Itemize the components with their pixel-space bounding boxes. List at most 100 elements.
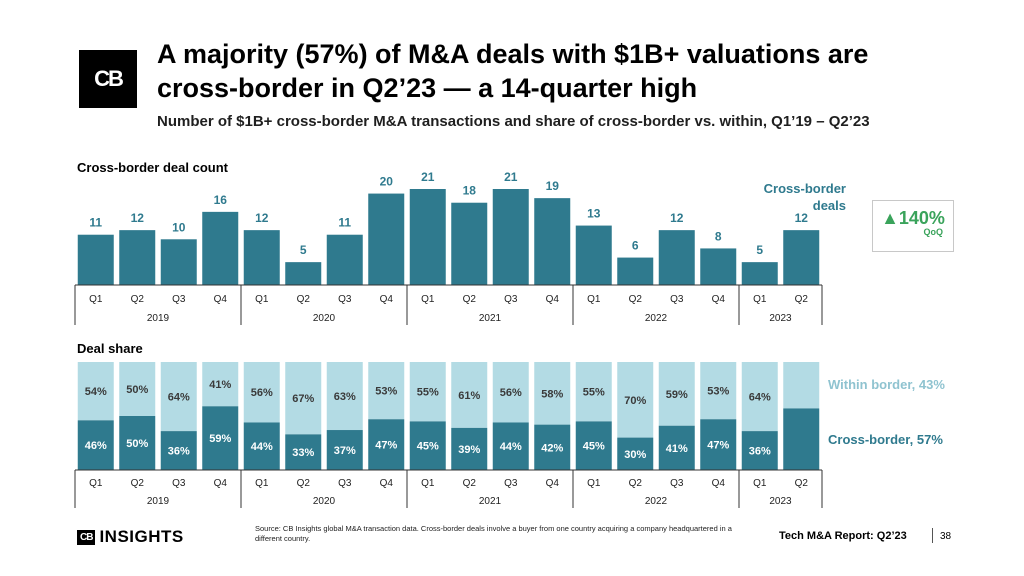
page-number: 38 (940, 531, 952, 542)
share-quarter-label: Q1 (753, 478, 767, 489)
count-quarter-label: Q1 (89, 294, 103, 305)
share-quarter-label: Q2 (795, 478, 809, 489)
within-border-label: 64% (168, 392, 190, 404)
count-year-label: 2023 (769, 313, 792, 324)
cross-border-bar (700, 419, 737, 470)
deal-count-bar (700, 248, 737, 285)
within-border-bar (243, 362, 280, 423)
cross-border-label: 36% (168, 446, 190, 458)
deal-count-bar (451, 202, 488, 285)
cross-border-label: 37% (334, 445, 356, 457)
within-border-bar (409, 362, 446, 422)
share-quarter-label: Q3 (670, 478, 684, 489)
within-border-label: 56% (251, 387, 273, 399)
deal-count-label: 5 (756, 243, 763, 257)
within-border-label: 53% (375, 386, 397, 398)
share-quarter-label: Q1 (421, 478, 435, 489)
deal-count-bar (575, 225, 612, 285)
annotation-line: deals (812, 198, 846, 213)
count-quarter-label: Q2 (463, 294, 477, 305)
within-border-bar (202, 362, 239, 407)
count-quarter-label: Q4 (380, 294, 394, 305)
share-quarter-label: Q2 (131, 478, 145, 489)
cross-border-bar (77, 420, 114, 470)
footer-logo: CB INSIGHTS (77, 527, 184, 547)
deal-count-label: 20 (380, 175, 394, 189)
count-quarter-label: Q1 (753, 294, 767, 305)
share-year-label: 2020 (313, 496, 336, 507)
logo-glyph: CB (94, 66, 124, 91)
share-year-label: 2023 (769, 496, 792, 507)
cross-border-bar (119, 416, 156, 470)
within-border-bar (326, 362, 363, 431)
cross-border-bar (492, 422, 529, 470)
count-quarter-label: Q2 (131, 294, 145, 305)
qoq-label: QoQ (923, 227, 944, 237)
count-quarter-label: Q4 (214, 294, 228, 305)
cross-border-bar (741, 431, 778, 470)
cross-border-label: 59% (209, 433, 231, 445)
cross-border-label: 45% (583, 441, 605, 453)
source-note: Source: CB Insights global M&A transacti… (255, 524, 732, 543)
count-quarter-label: Q3 (670, 294, 684, 305)
within-border-bar (575, 362, 612, 422)
within-border-bar (700, 362, 737, 420)
page-title: A majority (57%) of M&A deals with $1B+ … (157, 39, 869, 103)
within-border-label: 55% (417, 387, 439, 399)
within-border-label: 56% (500, 387, 522, 399)
within-border-bar (492, 362, 529, 423)
deal-count-bar (77, 234, 114, 285)
count-year-label: 2019 (147, 313, 170, 324)
count-year-label: 2021 (479, 313, 502, 324)
cross-border-bar (575, 421, 612, 470)
share-quarter-label: Q3 (172, 478, 186, 489)
deal-count-label: 6 (632, 239, 639, 253)
deal-count-label: 10 (172, 220, 186, 234)
within-border-label: 58% (541, 388, 563, 400)
count-chart-title: Cross-border deal count (77, 160, 228, 175)
share-year-label: 2021 (479, 496, 502, 507)
cross-border-bar (202, 406, 239, 470)
legend-cross-border: Cross-border, 57% (828, 432, 943, 447)
count-quarter-label: Q2 (629, 294, 643, 305)
share-quarter-label: Q2 (463, 478, 477, 489)
count-quarter-label: Q2 (795, 294, 809, 305)
within-border-label: 67% (292, 393, 314, 405)
count-quarter-label: Q3 (338, 294, 352, 305)
within-border-label: 50% (126, 384, 148, 396)
share-quarter-label: Q4 (380, 478, 394, 489)
share-quarter-label: Q4 (712, 478, 726, 489)
count-quarter-label: Q3 (504, 294, 518, 305)
within-border-bar (451, 362, 488, 428)
deal-count-label: 12 (670, 211, 684, 225)
within-border-label: 61% (458, 390, 480, 402)
share-quarter-label: Q3 (504, 478, 518, 489)
cross-border-bar (783, 408, 820, 470)
deal-count-bar (119, 230, 156, 285)
deal-count-bar (160, 239, 197, 285)
within-border-bar (783, 362, 820, 409)
deal-count-label: 11 (89, 216, 102, 230)
deal-count-label: 21 (421, 170, 435, 184)
count-year-label: 2022 (645, 313, 668, 324)
share-quarter-label: Q1 (89, 478, 103, 489)
cross-border-deals-annotation: Cross-border deals (746, 180, 846, 214)
cross-border-bar (160, 431, 197, 470)
share-quarter-label: Q4 (546, 478, 560, 489)
cross-border-label: 36% (749, 446, 771, 458)
deal-count-label: 12 (795, 211, 809, 225)
within-border-bar (160, 362, 197, 432)
within-border-label: 64% (749, 392, 771, 404)
within-border-bar (534, 362, 571, 425)
cross-border-bar (617, 437, 654, 470)
deal-count-label: 16 (214, 193, 228, 207)
within-border-bar (617, 362, 654, 438)
cross-border-label: 41% (666, 443, 688, 455)
deal-count-label: 11 (338, 216, 351, 230)
count-quarter-label: Q1 (421, 294, 435, 305)
deal-count-label: 5 (300, 243, 307, 257)
deal-count-label: 13 (587, 207, 601, 221)
count-quarter-label: Q3 (172, 294, 186, 305)
footer-divider (932, 528, 933, 543)
